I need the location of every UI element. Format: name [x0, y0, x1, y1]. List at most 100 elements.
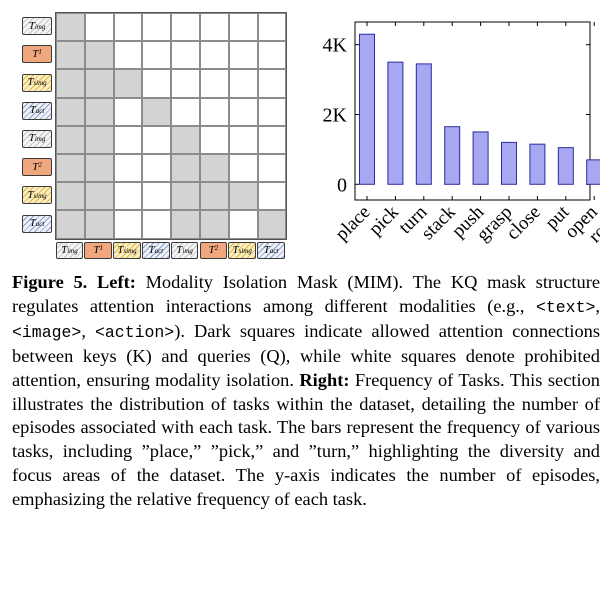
- figure-label: Figure 5.: [12, 272, 88, 292]
- mask-cell: [228, 69, 258, 98]
- x-tick-label: close: [502, 202, 544, 244]
- bar-put: [557, 147, 574, 185]
- mask-cell: [200, 13, 229, 42]
- bar-push: [472, 131, 489, 185]
- mask-cell: [200, 182, 229, 211]
- mask-cell: [142, 13, 172, 42]
- y-tick-label: 2K: [323, 104, 348, 126]
- bar-open: [586, 159, 600, 185]
- mask-cell: [200, 41, 229, 70]
- mask-cell: [142, 69, 172, 98]
- mask-cell: [142, 41, 172, 70]
- mask-cell: [200, 154, 229, 183]
- mask-cell: [56, 182, 85, 211]
- mask-cell: [228, 41, 258, 70]
- bar-turn: [415, 63, 432, 185]
- mask-cell: [84, 13, 114, 42]
- mask-cell: [84, 97, 114, 126]
- mask-cell: [113, 125, 143, 154]
- right-label: Right:: [299, 369, 350, 390]
- token-image: <image>: [12, 322, 82, 342]
- mask-cell: [171, 125, 200, 154]
- mask-cell: [200, 69, 229, 98]
- mask-cell: [171, 182, 200, 211]
- caption-sep-1: ,: [595, 295, 600, 316]
- mask-cell: [142, 125, 172, 154]
- mask-cell: [84, 182, 114, 211]
- mask-cell: [142, 182, 172, 211]
- caption-sep-2: ,: [81, 320, 95, 341]
- mask-cell: [142, 210, 172, 239]
- bar-stack: [444, 126, 461, 185]
- mask-cell: [56, 13, 85, 42]
- mask-cell: [84, 41, 114, 70]
- mask-cell: [200, 125, 229, 154]
- bar-place: [359, 33, 375, 185]
- mask-cell: [228, 154, 258, 183]
- mask-cell: [257, 69, 287, 98]
- caption-text-3: Frequency of Tasks. This section illustr…: [12, 369, 600, 510]
- mask-cell: [171, 154, 200, 183]
- mask-cell: [113, 154, 143, 183]
- mask-cell: [84, 125, 114, 154]
- mask-cell: [257, 125, 287, 154]
- token-text: <text>: [535, 297, 596, 317]
- plot-frame: [354, 21, 591, 201]
- mask-cell: [56, 154, 85, 183]
- mask-cell: [228, 97, 258, 126]
- mask-cell: [56, 125, 85, 154]
- bar-close: [529, 143, 546, 185]
- mask-cell: [113, 210, 143, 239]
- mask-cell: [257, 41, 287, 70]
- mask-cell: [171, 41, 200, 70]
- mask-cell: [200, 210, 229, 239]
- mask-cell: [84, 69, 114, 98]
- mask-cell: [113, 41, 143, 70]
- mask-cell: [56, 41, 85, 70]
- mask-cell: [142, 97, 172, 126]
- mask-cell: [113, 97, 143, 126]
- mask-cell: [171, 210, 200, 239]
- mask-cell: [228, 210, 258, 239]
- mask-cell: [257, 154, 287, 183]
- mask-cell: [171, 69, 200, 98]
- mask-cell: [257, 210, 287, 239]
- mask-cell: [56, 69, 85, 98]
- figure-caption: Figure 5. Left: Modality Isolation Mask …: [12, 271, 600, 512]
- mask-cell: [56, 97, 85, 126]
- task-frequency-chart: 02K4Kplacepickturnstackpushgraspcloseput…: [323, 21, 600, 247]
- mask-cell: [228, 182, 258, 211]
- left-label: Left:: [97, 272, 136, 292]
- mask-cell: [171, 97, 200, 126]
- mask-cell: [56, 210, 85, 239]
- mask-cell: [171, 13, 200, 42]
- mask-cell: [84, 210, 114, 239]
- mask-cell: [113, 182, 143, 211]
- mask-grid: [55, 12, 288, 240]
- y-tick-label: 4K: [323, 35, 348, 57]
- mask-cell: [113, 13, 143, 42]
- mask-cell: [228, 13, 258, 42]
- mask-cell: [113, 69, 143, 98]
- mask-cell: [142, 154, 172, 183]
- bar-pick: [387, 61, 404, 185]
- mask-cell: [200, 97, 229, 126]
- mask-cell: [84, 154, 114, 183]
- y-tick-label: 0: [337, 174, 347, 196]
